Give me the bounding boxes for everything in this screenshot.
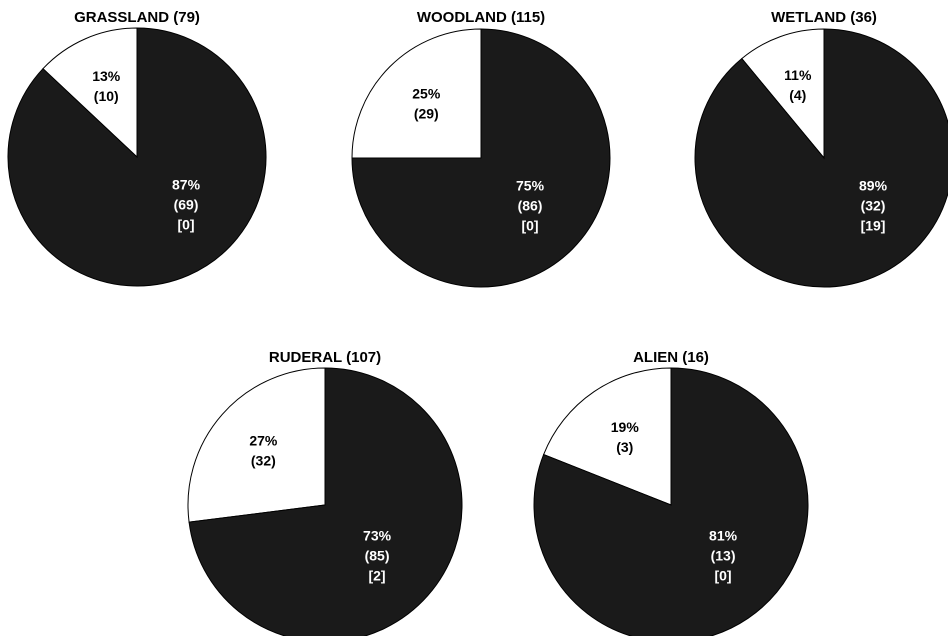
- slice-label: 87%: [172, 177, 201, 193]
- pie-slice: [188, 367, 463, 636]
- pie-title: ALIEN (16): [633, 349, 709, 366]
- slice-label: 81%: [709, 528, 738, 544]
- slice-label: (85): [365, 548, 390, 564]
- slice-label: 89%: [859, 178, 888, 194]
- pie-chart: GRASSLAND (79) 13% (10) 87% (69) [0]: [7, 9, 267, 287]
- pie-chart: WETLAND (36) 11% (4) 89% (32) [19]: [694, 9, 948, 288]
- slice-label: 75%: [516, 178, 545, 194]
- slice-label: 25%: [412, 85, 441, 101]
- slice-label: 27%: [249, 433, 278, 449]
- pie-chart: RUDERAL (107) 27% (32) 73% (85) [2]: [187, 349, 463, 636]
- pie-slice: [351, 28, 482, 159]
- pie-title: RUDERAL (107): [269, 349, 381, 366]
- pie-slice: [351, 28, 611, 288]
- slice-label: [19]: [861, 218, 886, 234]
- slice-label: (3): [616, 439, 633, 455]
- pie-slice: [187, 367, 326, 523]
- pie-slice: [741, 28, 825, 160]
- slice-label: (29): [414, 105, 439, 121]
- pie-title: WETLAND (36): [771, 9, 877, 26]
- slice-label: 11%: [784, 67, 812, 83]
- slice-label: 19%: [611, 419, 640, 435]
- pies-layer: GRASSLAND (79)13%(10)87%(69)[0]WOODLAND …: [7, 9, 948, 636]
- pie-chart: WOODLAND (115) 25% (29) 75% (86) [0]: [351, 9, 611, 288]
- slice-label: [0]: [177, 217, 194, 233]
- pie-slice: [7, 27, 267, 287]
- pie-title: GRASSLAND (79): [74, 9, 200, 26]
- pie-slice: [694, 28, 948, 288]
- slice-label: 73%: [363, 528, 392, 544]
- slice-label: (32): [251, 453, 276, 469]
- slice-label: (13): [711, 548, 736, 564]
- slice-label: (86): [518, 198, 543, 214]
- slice-label: (4): [789, 87, 806, 103]
- slice-label: [0]: [521, 218, 538, 234]
- slice-label: [2]: [368, 568, 385, 584]
- slice-label: (10): [94, 88, 119, 104]
- pie-slice: [533, 367, 809, 636]
- pie-slice: [42, 27, 138, 159]
- pie-slice: [542, 367, 672, 506]
- slice-label: (69): [174, 197, 199, 213]
- pie-title: WOODLAND (115): [417, 9, 545, 26]
- slice-label: 13%: [92, 68, 121, 84]
- slice-label: [0]: [714, 568, 731, 584]
- pie-chart: ALIEN (16) 19% (3) 81% (13) [0]: [533, 349, 809, 636]
- slice-label: (32): [861, 198, 886, 214]
